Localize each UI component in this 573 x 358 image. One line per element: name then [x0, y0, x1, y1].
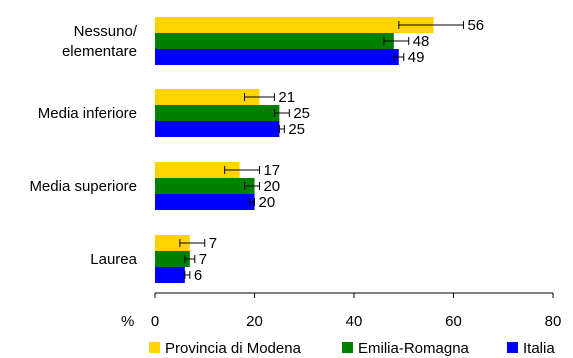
- data-label: 20: [259, 194, 276, 211]
- data-label: 25: [288, 121, 305, 138]
- bar: [155, 178, 255, 194]
- bar: [155, 121, 280, 137]
- bar: [155, 235, 190, 251]
- x-axis-unit-label: %: [121, 313, 134, 330]
- legend-label: Provincia di Modena: [165, 340, 302, 357]
- category-label: Media superiore: [29, 178, 137, 195]
- data-label: 49: [408, 49, 425, 66]
- x-tick-label: 20: [246, 313, 263, 330]
- legend-swatch: [149, 342, 160, 353]
- bar: [155, 33, 394, 49]
- x-tick-label: 80: [545, 313, 562, 330]
- data-label: 7: [209, 235, 217, 252]
- bar: [155, 251, 190, 267]
- data-label: 17: [263, 162, 280, 179]
- data-label: 7: [199, 251, 207, 268]
- category-label: Laurea: [90, 251, 137, 268]
- category-label: Media inferiore: [38, 105, 137, 122]
- bar: [155, 194, 255, 210]
- x-axis: 0 20 40 60 80: [151, 292, 562, 330]
- data-label: 20: [263, 178, 280, 195]
- bar: [155, 267, 185, 283]
- bar: [155, 49, 399, 65]
- error-bars: [179, 21, 464, 279]
- x-tick-label: 40: [346, 313, 363, 330]
- bar: [155, 105, 280, 121]
- bars: [155, 17, 434, 283]
- legend-swatch: [507, 342, 518, 353]
- legend-label: Italia: [523, 340, 555, 357]
- category-label: Nessuno/elementare: [62, 23, 138, 60]
- data-label: 6: [194, 267, 202, 284]
- legend: Provincia di Modena Emilia-Romagna Italia: [149, 340, 555, 357]
- data-label: 25: [293, 105, 310, 122]
- x-tick-label: 60: [445, 313, 462, 330]
- legend-label: Emilia-Romagna: [358, 340, 470, 357]
- data-label: 48: [413, 33, 430, 50]
- bar: [155, 17, 434, 33]
- data-label: 56: [467, 17, 484, 34]
- bar: [155, 162, 240, 178]
- x-tick-label: 0: [151, 313, 159, 330]
- data-label: 21: [278, 89, 295, 106]
- category-labels: Nessuno/elementare Media inferiore Media s…: [29, 23, 137, 268]
- legend-swatch: [342, 342, 353, 353]
- bar: [155, 89, 260, 105]
